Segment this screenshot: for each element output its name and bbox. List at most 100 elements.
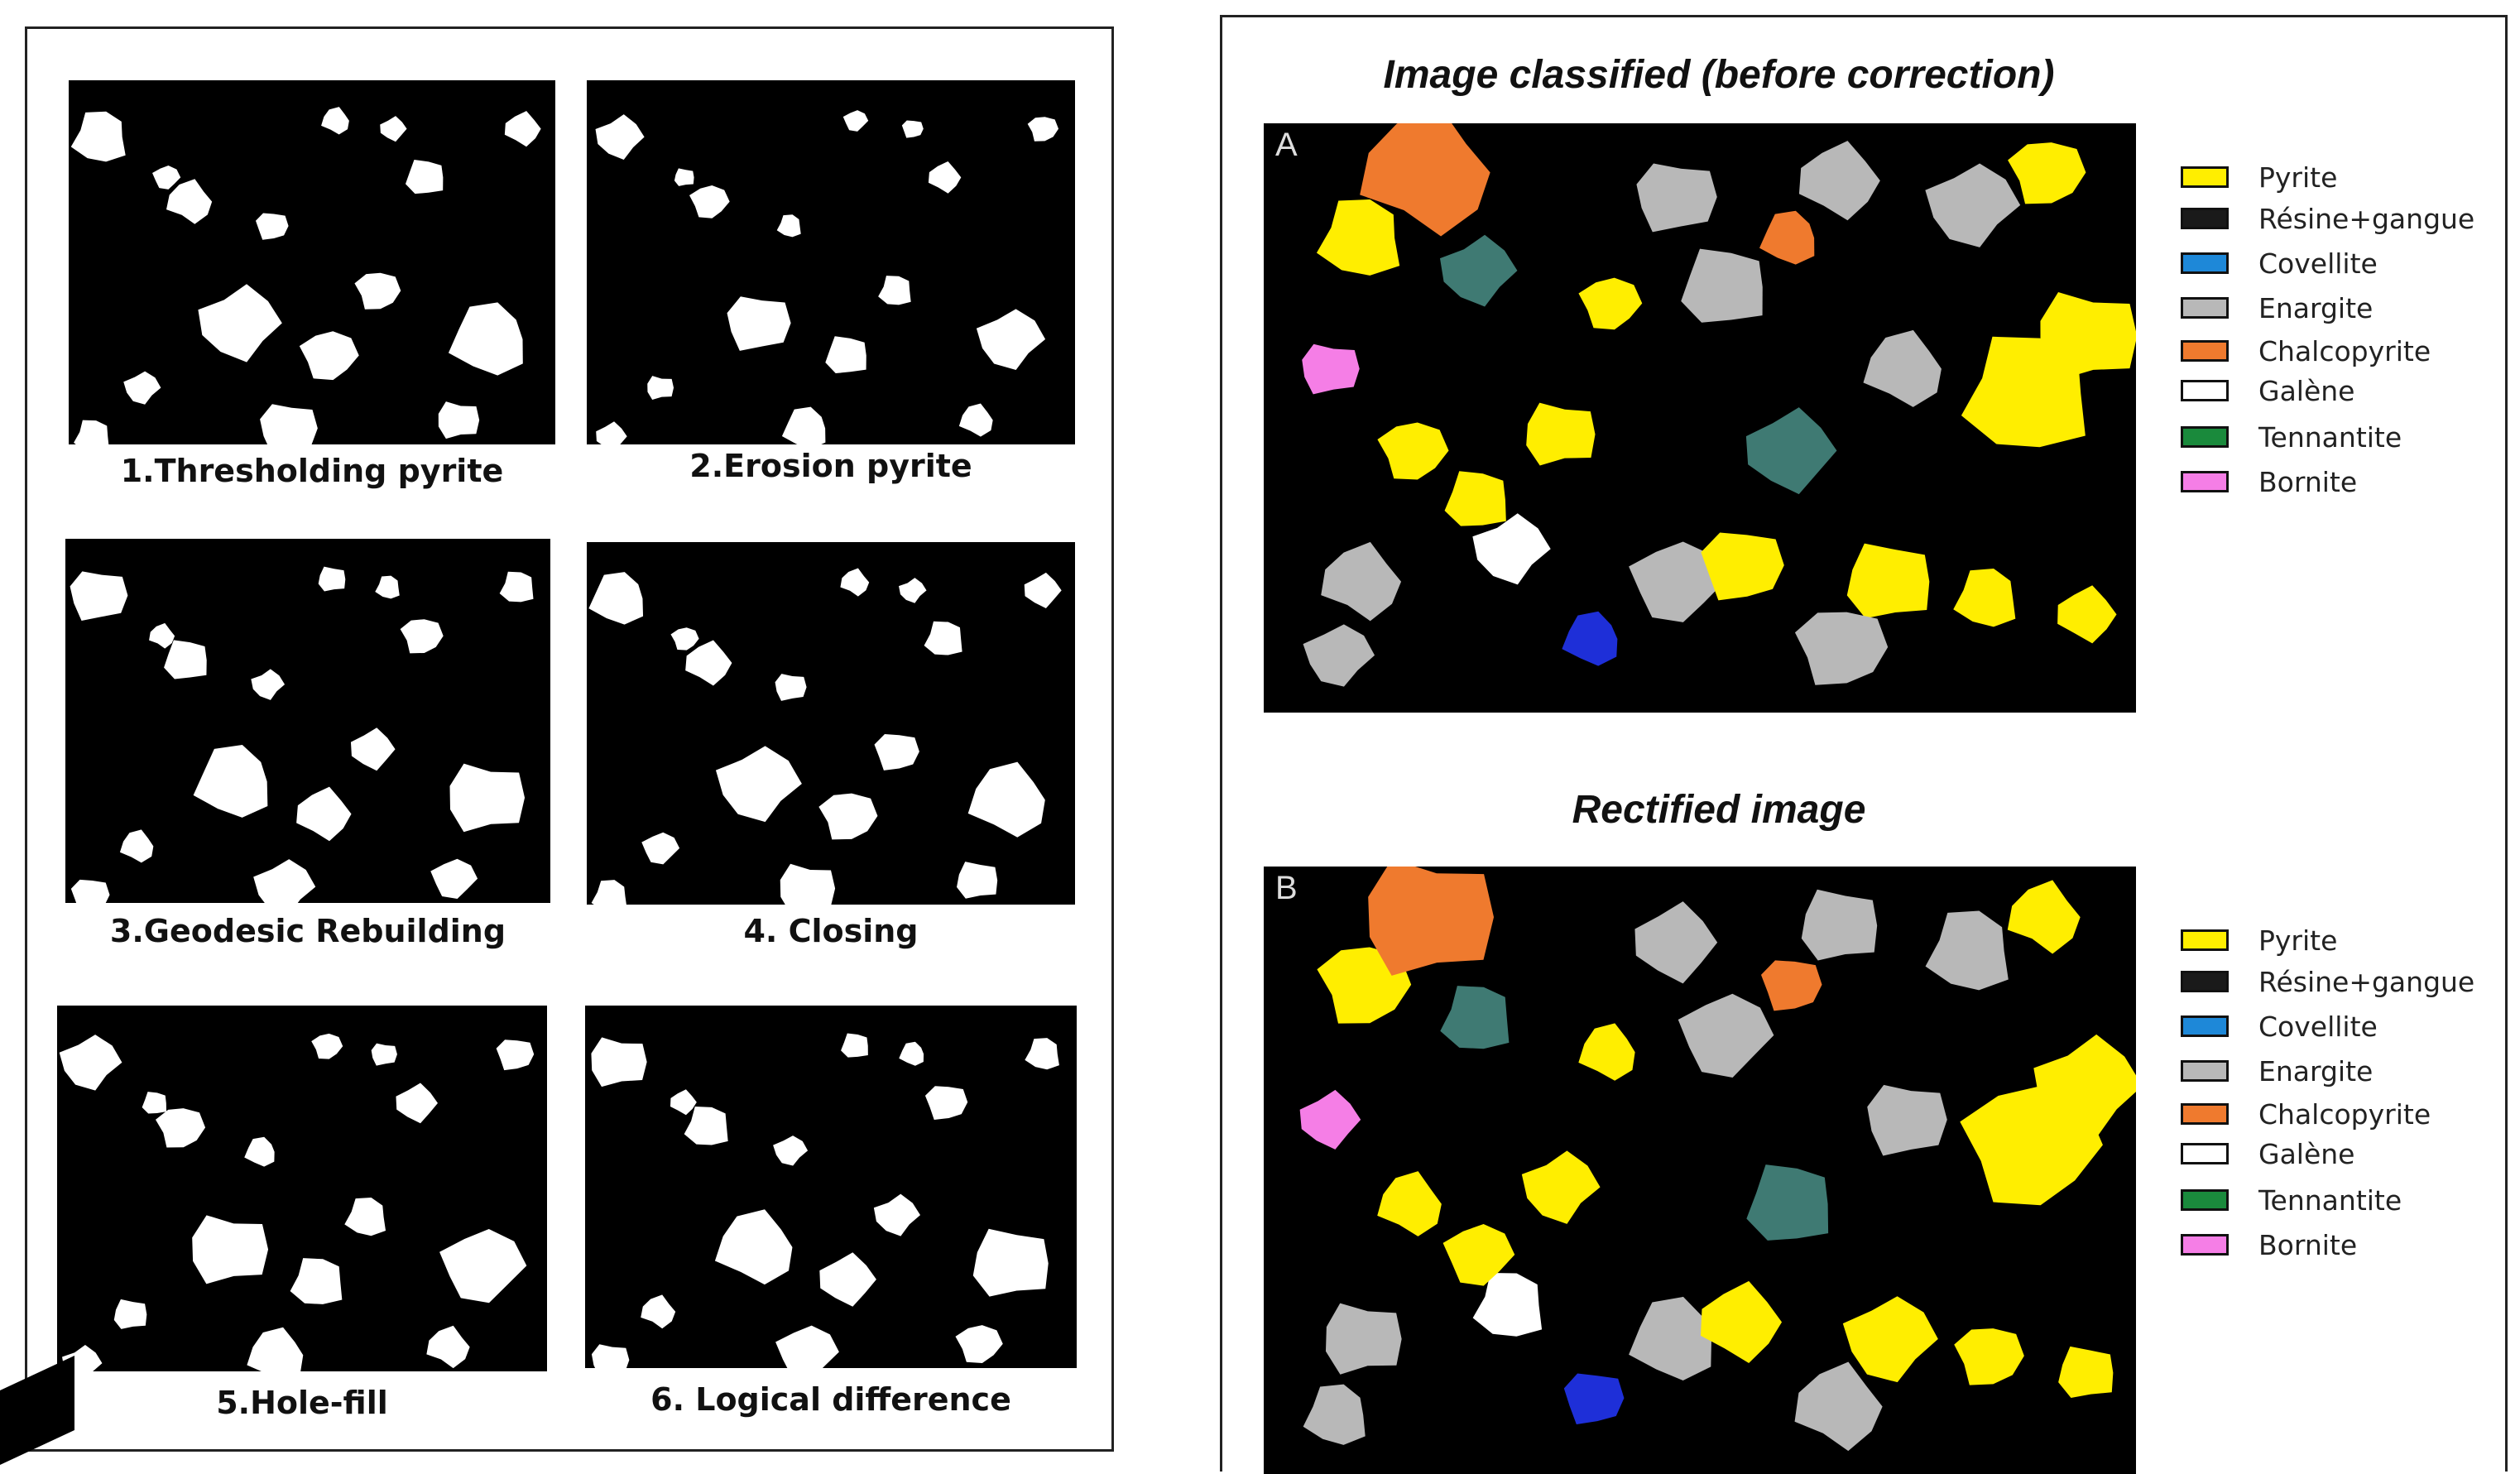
- grain-shape: [928, 161, 962, 194]
- grain-shape: [1794, 1361, 1883, 1452]
- grain-shape: [290, 1258, 343, 1304]
- grain-shape: [1954, 1328, 2024, 1385]
- grain-shape: [967, 761, 1045, 838]
- grain-shape: [924, 1086, 968, 1121]
- grain-shape: [1027, 117, 1059, 142]
- grain-shape: [59, 1035, 122, 1091]
- hole-fill-caption: 5.Hole-fill: [216, 1385, 388, 1421]
- grain-shape: [1760, 960, 1822, 1011]
- grain-shape: [1842, 1296, 1938, 1383]
- grain-shape: [193, 744, 268, 818]
- grain-shape: [595, 114, 645, 161]
- grain-shape: [1521, 1150, 1601, 1224]
- grain-shape: [1681, 248, 1763, 323]
- grain-shape: [1634, 901, 1718, 984]
- grain-shape: [1846, 543, 1930, 619]
- grain-shape: [591, 880, 626, 905]
- grain-shape: [74, 420, 109, 444]
- grain-shape: [901, 120, 924, 138]
- grain-shape: [957, 862, 998, 899]
- grain-shape: [1961, 336, 2086, 448]
- grain-shape: [448, 302, 523, 376]
- legend-swatch: [2181, 380, 2229, 401]
- grain-shape: [685, 640, 732, 686]
- legend-swatch: [2181, 1015, 2229, 1037]
- grain-shape: [670, 1089, 697, 1116]
- grain-shape: [1578, 1023, 1635, 1081]
- legend-label: Tennantite: [2258, 421, 2402, 454]
- grain-shape: [311, 1033, 343, 1059]
- grain-shape: [1368, 867, 1495, 976]
- grain-shape: [874, 734, 919, 771]
- legend-swatch: [2181, 426, 2229, 448]
- grain-shape: [2008, 142, 2086, 204]
- legend-top: Pyrite Résine+gangue Covellite Enargite Chal…: [2181, 161, 2495, 509]
- classification-panel: Image classified (before correction) A P…: [1220, 15, 2508, 1474]
- legend-label: Tennantite: [2258, 1184, 2402, 1217]
- grain-shape: [819, 1252, 876, 1307]
- grain-drawing: [70, 107, 541, 444]
- legend-swatch: [2181, 1103, 2229, 1125]
- grain-shape: [164, 640, 207, 679]
- grain-shape: [775, 674, 807, 701]
- grain-shape: [1578, 277, 1643, 330]
- grain-shape: [972, 1228, 1049, 1297]
- hole-fill-image: [57, 1006, 547, 1371]
- legend-label: Galène: [2258, 375, 2355, 407]
- grain-shape: [253, 859, 316, 903]
- legend-swatch: [2181, 471, 2229, 492]
- grain-shape: [641, 832, 680, 865]
- erosion-image: [587, 80, 1075, 444]
- grain-shape: [1321, 541, 1402, 622]
- grain-shape: [1472, 1272, 1543, 1337]
- grain-shape: [976, 309, 1046, 370]
- grain-shape: [149, 622, 175, 649]
- grain-shape: [371, 1043, 397, 1066]
- grain-shape: [1636, 163, 1717, 233]
- grain-shape: [955, 1325, 1003, 1363]
- panel-letter-b: B: [1275, 870, 1298, 906]
- legend-label: Pyrite: [2258, 924, 2338, 957]
- grain-shape: [1299, 1089, 1361, 1150]
- grain-shape: [2058, 1346, 2114, 1398]
- grain-shape: [192, 1215, 269, 1284]
- grain-shape: [1801, 889, 1878, 961]
- grain-shape: [430, 858, 478, 900]
- grain-shape: [1526, 402, 1596, 466]
- rectified-image-title: Rectified image: [1572, 788, 1866, 832]
- grain-shape: [841, 1033, 868, 1058]
- grain-shape: [873, 1193, 921, 1236]
- legend-swatch: [2181, 971, 2229, 992]
- grain-shape: [405, 160, 444, 194]
- grain-shape: [321, 107, 349, 135]
- grain-shape: [152, 165, 181, 190]
- legend-swatch: [2181, 208, 2229, 229]
- grain-shape: [299, 331, 359, 381]
- grain-shape: [647, 376, 674, 401]
- grain-drawing: [70, 566, 534, 903]
- grain-shape: [674, 168, 694, 186]
- grain-shape: [1024, 572, 1062, 609]
- grain-shape: [504, 111, 541, 147]
- grain-shape: [1025, 1038, 1059, 1070]
- grain-shape: [1303, 1384, 1366, 1445]
- legend-swatch: [2181, 929, 2229, 951]
- grain-shape: [1444, 471, 1506, 526]
- grain-drawing: [59, 1033, 535, 1371]
- grain-shape: [1629, 1296, 1712, 1381]
- grain-shape: [588, 572, 644, 625]
- classified-image-title: Image classified (before correction): [1383, 53, 2055, 97]
- grain-shape: [166, 179, 213, 224]
- grain-shape: [924, 621, 962, 655]
- grain-shape: [1303, 624, 1375, 687]
- grain-shape: [776, 214, 801, 238]
- grain-shape: [818, 793, 878, 840]
- grain-shape: [1700, 1280, 1783, 1364]
- legend-label: Pyrite: [2258, 161, 2338, 194]
- grain-shape: [380, 116, 407, 142]
- grain-shape: [727, 296, 791, 351]
- legend-swatch: [2181, 340, 2229, 362]
- grain-shape: [1302, 343, 1360, 395]
- grain-drawing: [1299, 867, 2136, 1452]
- erosion-caption: 2.Erosion pyrite: [689, 448, 972, 484]
